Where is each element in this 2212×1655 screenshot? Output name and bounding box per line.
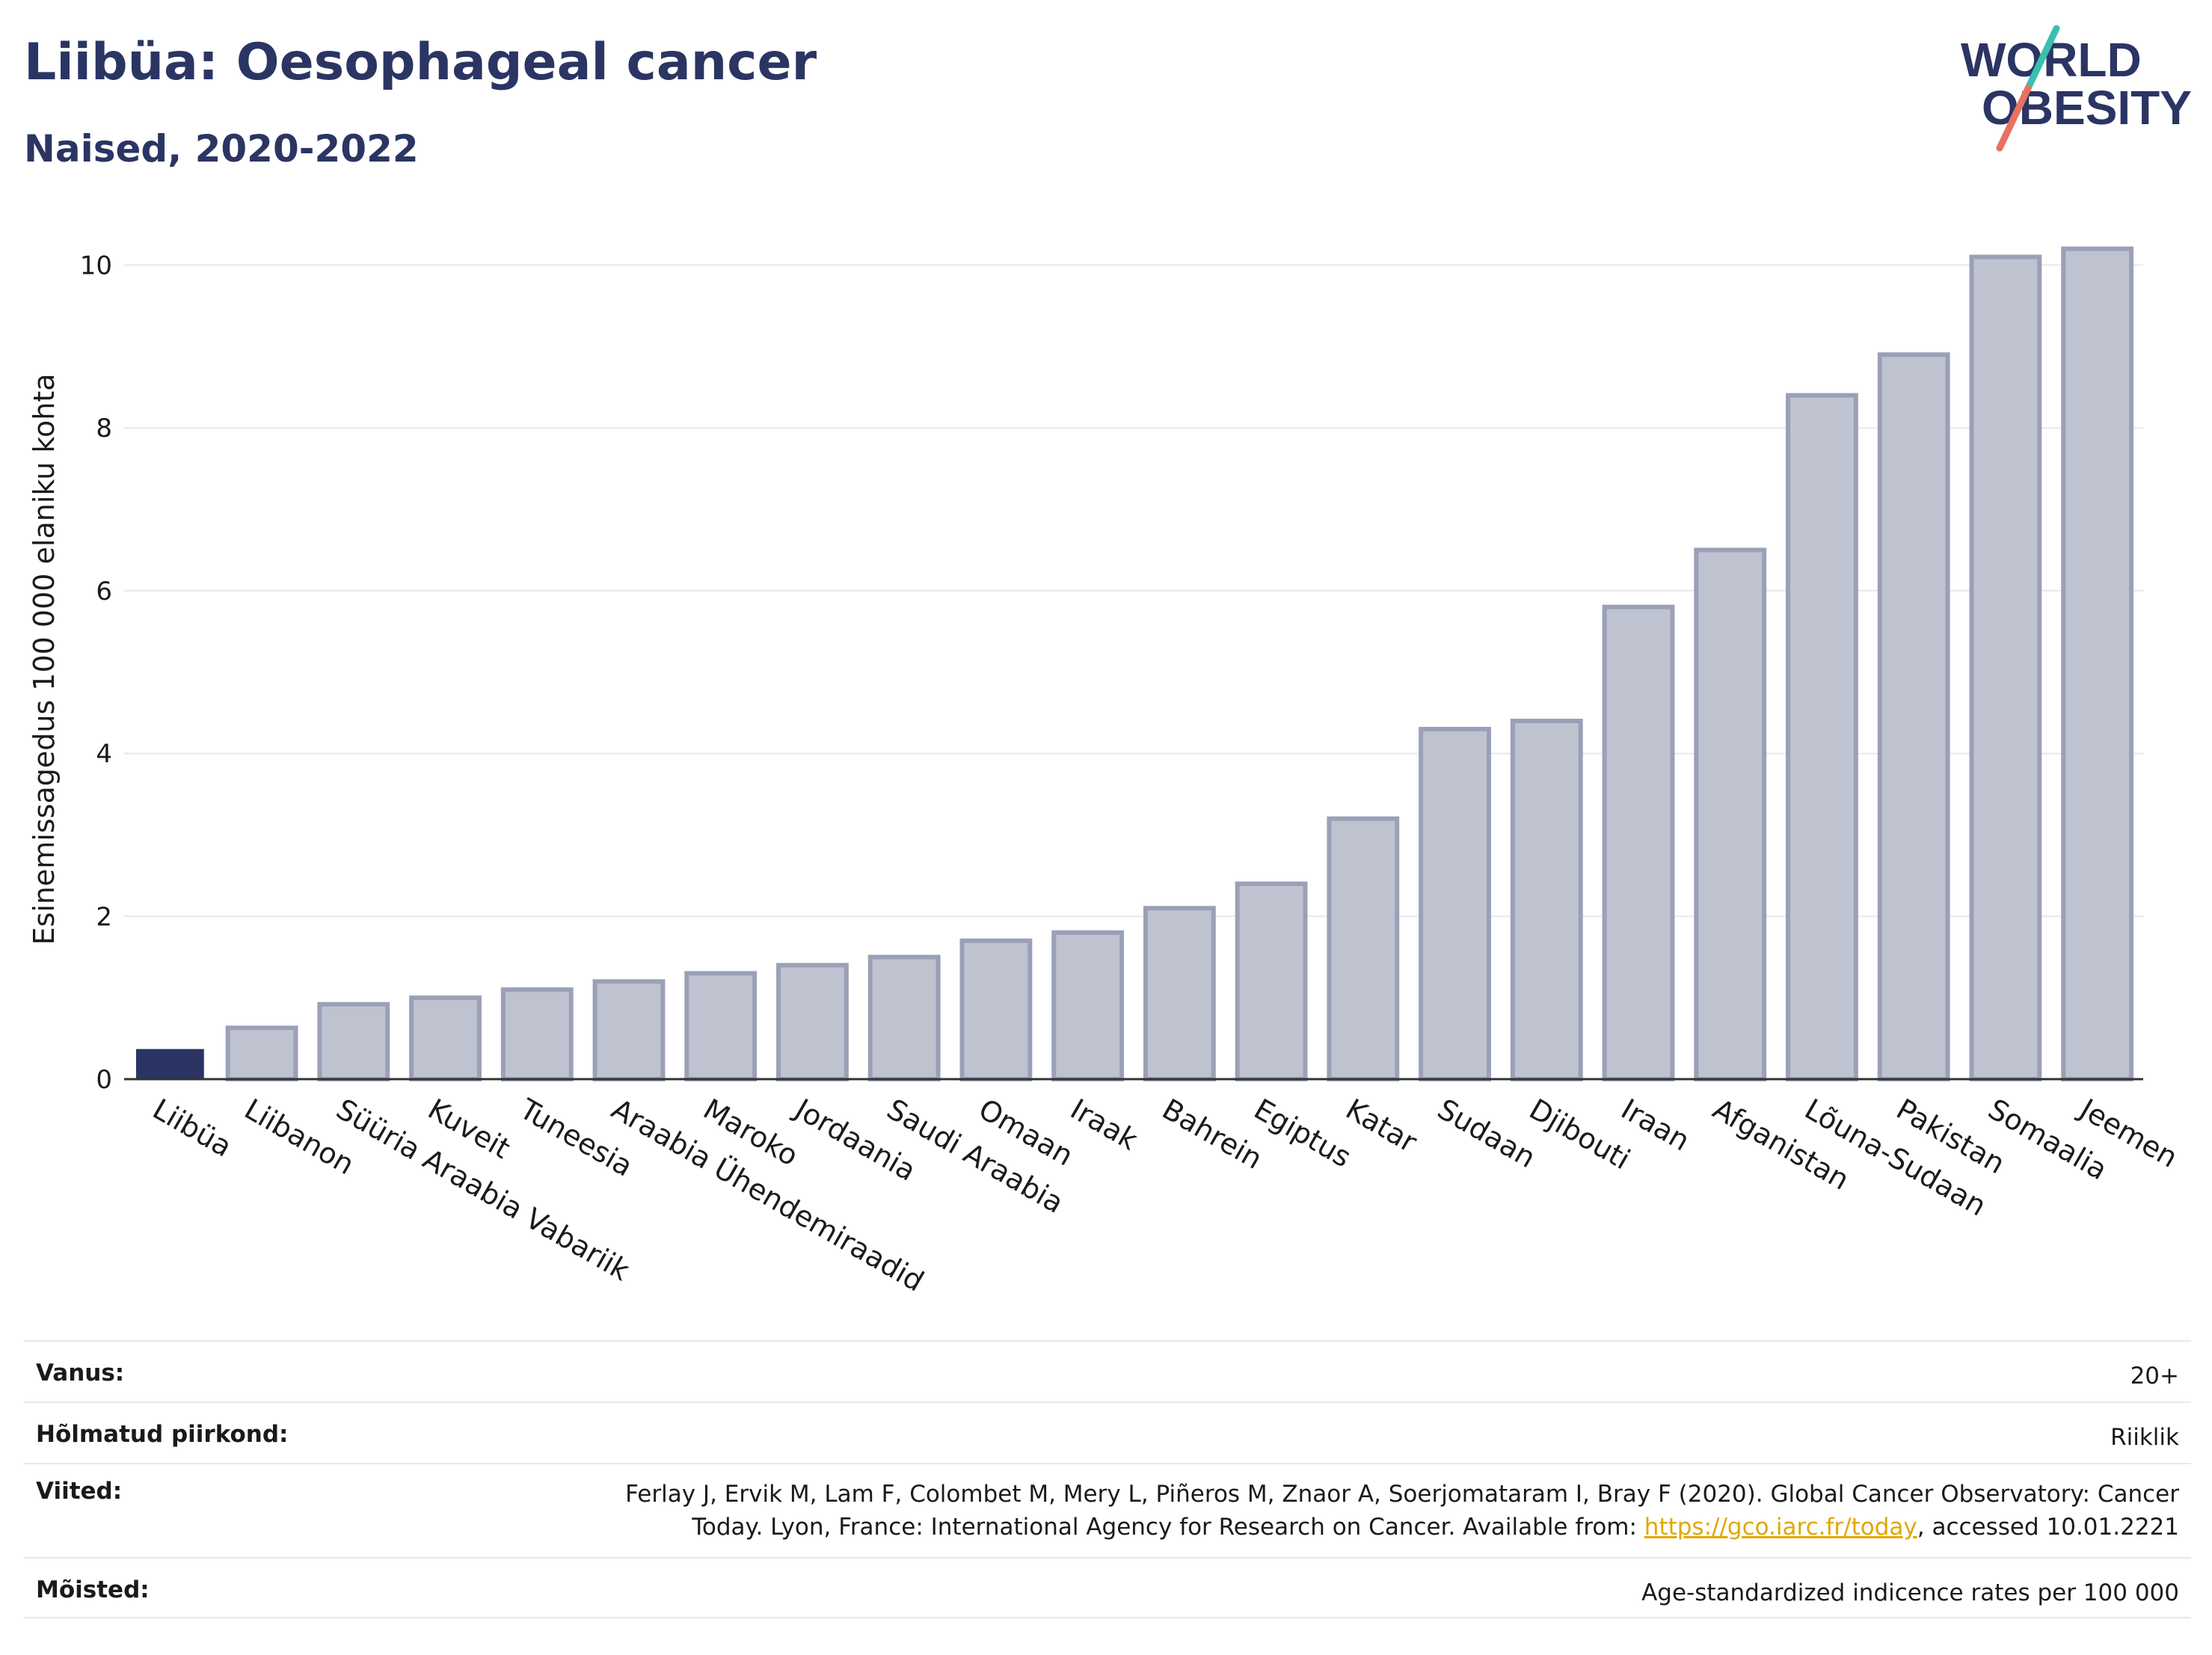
- info-row-region: Hõlmatud piirkond: Riiklik: [24, 1401, 2191, 1463]
- bar-chart: 0 2 4 6 8 10 Esinemissagedus 100 000 elaniku k…: [28, 246, 2184, 1298]
- region-value: Riiklik: [2110, 1424, 2179, 1451]
- bar-7: [776, 962, 849, 1081]
- bar-4: [500, 987, 574, 1082]
- definitions-value: Age-standardized indicence rates per 100…: [1641, 1579, 2179, 1606]
- bar-21: [2061, 246, 2134, 1082]
- bar-17: [1694, 547, 1767, 1081]
- bar-0: [135, 1048, 204, 1079]
- references-line-2-text: Today. Lyon, France: International Agenc…: [692, 1514, 1644, 1541]
- bar-11: [1143, 906, 1216, 1082]
- logo-slash-teal: [2024, 25, 2060, 92]
- references-value: Ferlay J, Ervik M, Lam F, Colombet M, Me…: [625, 1478, 2179, 1544]
- age-value: 20+: [2130, 1363, 2179, 1390]
- info-row-age: Vanus: 20+: [24, 1340, 2191, 1401]
- info-table: Vanus: 20+ Hõlmatud piirkond: Riiklik Vi…: [24, 1340, 2191, 1618]
- references-line-2: Today. Lyon, France: International Agenc…: [625, 1511, 2179, 1544]
- x-tick-label: Djibouti: [1524, 1093, 1636, 1176]
- bar-9: [959, 938, 1033, 1082]
- logo-slash-coral: [1996, 85, 2032, 152]
- info-row-definitions: Mõisted: Age-standardized indicence rate…: [24, 1557, 2191, 1618]
- chart-subtitle: Naised, 2020-2022: [24, 127, 419, 171]
- bar-20: [1969, 254, 2042, 1081]
- x-tick-label: Bahrein: [1157, 1093, 1268, 1176]
- x-tick-label: Egiptus: [1249, 1093, 1357, 1174]
- bar-18: [1786, 393, 1858, 1081]
- references-link[interactable]: https://gco.iarc.fr/today: [1644, 1514, 1917, 1541]
- bar-5: [592, 979, 666, 1082]
- x-tick-label: Liibüa: [147, 1093, 238, 1164]
- y-tick-label: 0: [96, 1065, 112, 1095]
- bar-14: [1419, 726, 1491, 1082]
- bar-10: [1051, 930, 1125, 1081]
- bar-12: [1235, 881, 1308, 1081]
- y-axis-label: Esinemissagedus 100 000 elaniku kohta: [28, 373, 61, 945]
- info-row-references: Viited: Ferlay J, Ervik M, Lam F, Colomb…: [24, 1463, 2191, 1557]
- bar-15: [1510, 719, 1583, 1081]
- definitions-label: Mõisted:: [36, 1576, 150, 1603]
- y-tick-label: 6: [96, 577, 112, 607]
- chart-title: Liibüa: Oesophageal cancer: [24, 33, 817, 92]
- x-tick-label: Sudaan: [1432, 1093, 1541, 1175]
- bar-2: [317, 1001, 390, 1082]
- y-tick-label: 8: [96, 414, 112, 443]
- bar-13: [1327, 816, 1400, 1081]
- references-accessed: , accessed 10.01.2221: [1917, 1514, 2179, 1541]
- references-label: Viited:: [36, 1478, 123, 1505]
- bar-8: [867, 954, 941, 1081]
- y-tick-label: 4: [96, 740, 112, 770]
- y-tick-label: 10: [80, 251, 112, 280]
- bar-6: [684, 971, 758, 1081]
- bar-1: [225, 1025, 298, 1082]
- bar-19: [1877, 352, 1950, 1081]
- bar-3: [409, 995, 482, 1081]
- age-label: Vanus:: [36, 1360, 125, 1387]
- world-obesity-logo: WORLD OBESITY: [1961, 25, 2192, 152]
- references-line-1: Ferlay J, Ervik M, Lam F, Colombet M, Me…: [625, 1481, 2179, 1508]
- y-tick-label: 2: [96, 902, 112, 932]
- bar-16: [1602, 604, 1675, 1081]
- region-label: Hõlmatud piirkond:: [36, 1421, 289, 1448]
